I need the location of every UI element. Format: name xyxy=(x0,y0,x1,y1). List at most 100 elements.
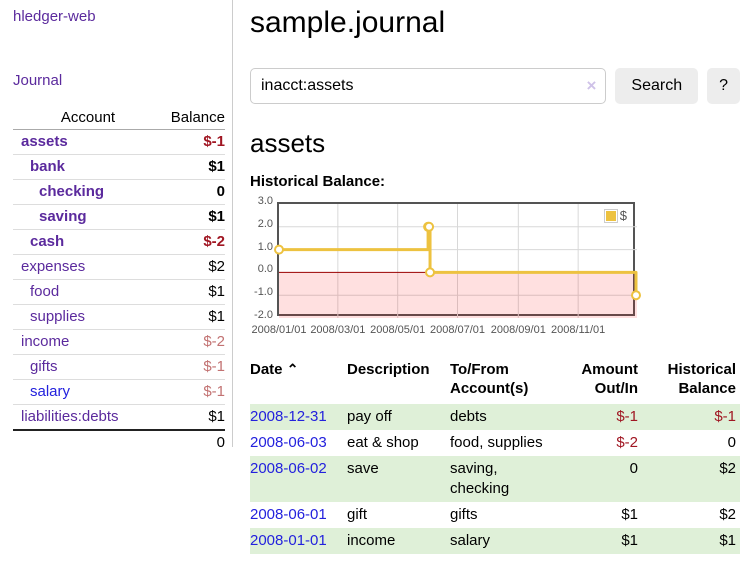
account-link-income[interactable]: income xyxy=(21,333,70,350)
accounts-table: Account Balance assets $-1 bank $1 check… xyxy=(13,106,225,455)
column-date[interactable]: Date ⌃ xyxy=(250,361,299,378)
account-link-assets[interactable]: assets xyxy=(21,133,68,150)
account-row-salary: salary $-1 xyxy=(13,379,225,405)
transaction-accounts: gifts xyxy=(450,506,478,523)
historical-balance-chart: 3.0 2.0 1.0 0.0 -1.0 -2.0 $ 2008/01/01 2008/03… xyxy=(250,195,740,342)
sort-ascending-icon: ⌃ xyxy=(286,361,299,377)
account-link-bank[interactable]: bank xyxy=(30,158,66,175)
transaction-date-link[interactable]: 2008-06-03 xyxy=(250,434,327,451)
register-table: Date ⌃ Description To/From Account(s) Am… xyxy=(250,358,740,554)
accounts-column-balance: Balance xyxy=(163,106,225,130)
y-tick-label: 2.0 xyxy=(257,217,273,230)
account-link-saving[interactable]: saving xyxy=(39,208,87,225)
account-link-expenses[interactable]: expenses xyxy=(21,258,86,275)
account-link-liabilities-debts[interactable]: liabilities:debts xyxy=(21,408,119,425)
column-description: Description xyxy=(347,361,430,378)
page-title: sample.journal xyxy=(250,6,446,39)
search-help-button[interactable]: ? xyxy=(707,68,740,104)
transaction-description: gift xyxy=(347,506,368,523)
account-link-cash[interactable]: cash xyxy=(30,233,65,250)
register-header-row: Date ⌃ Description To/From Account(s) Am… xyxy=(250,358,740,404)
account-balance: $-2 xyxy=(163,329,225,355)
account-row-checking: checking 0 xyxy=(13,179,225,205)
transaction-accounts: food, supplies xyxy=(450,434,543,451)
transaction-amount: $-1 xyxy=(616,408,638,425)
transaction-row[interactable]: 2008-12-31 pay off debts $-1 $-1 xyxy=(250,404,740,430)
account-row-liabilities-debts: liabilities:debts $1 xyxy=(13,405,225,431)
search-input[interactable] xyxy=(250,68,607,104)
accounts-total-value: 0 xyxy=(163,429,225,455)
transaction-balance: $2 xyxy=(719,506,736,523)
transaction-amount: $-2 xyxy=(616,434,638,451)
account-balance: 0 xyxy=(163,179,225,205)
clear-search-icon[interactable]: × xyxy=(586,76,597,95)
account-row-assets: assets $-1 xyxy=(13,129,225,155)
transaction-description: save xyxy=(347,460,379,477)
transaction-description: income xyxy=(347,532,396,549)
transaction-balance: 0 xyxy=(727,434,736,451)
column-historical-balance: Historical Balance xyxy=(667,361,736,397)
transaction-amount: $1 xyxy=(621,506,638,523)
transaction-balance: $1 xyxy=(719,532,736,549)
transaction-balance: $-1 xyxy=(714,408,736,425)
account-row-food: food $1 xyxy=(13,279,225,305)
account-row-expenses: expenses $2 xyxy=(13,254,225,280)
account-balance: $1 xyxy=(208,408,225,425)
accounts-total-row: 0 xyxy=(13,429,225,455)
transaction-amount: 0 xyxy=(629,460,638,477)
account-balance: $1 xyxy=(163,304,225,330)
legend-color-swatch xyxy=(603,208,618,223)
y-tick-label: -1.0 xyxy=(254,286,273,299)
accounts-header-row: Account Balance xyxy=(13,106,225,130)
transaction-description: pay off xyxy=(347,408,392,425)
transaction-row[interactable]: 2008-06-03 eat & shop food, supplies $-2… xyxy=(250,430,740,456)
x-tick-label: 2008/01/01 xyxy=(251,324,307,336)
app-brand-link[interactable]: hledger-web xyxy=(13,8,96,25)
search-button[interactable]: Search xyxy=(615,68,699,104)
account-balance: $1 xyxy=(163,279,225,305)
account-link-salary[interactable]: salary xyxy=(30,383,71,400)
accounts-column-account: Account xyxy=(13,106,163,130)
y-tick-label: -2.0 xyxy=(254,309,273,321)
account-link-gifts[interactable]: gifts xyxy=(30,358,58,375)
account-link-supplies[interactable]: supplies xyxy=(30,308,86,325)
y-tick-label: 3.0 xyxy=(257,195,273,207)
transaction-amount: $1 xyxy=(621,532,638,549)
account-row-gifts: gifts $-1 xyxy=(13,354,225,380)
y-tick-label: 0.0 xyxy=(257,263,273,276)
account-link-food[interactable]: food xyxy=(30,283,60,300)
x-tick-label: 2008/09/01 xyxy=(490,324,546,336)
transaction-accounts: debts xyxy=(450,408,487,425)
transaction-row[interactable]: 2008-06-02 save saving, checking 0 $2 xyxy=(250,456,740,502)
sidebar-item-journal[interactable]: Journal xyxy=(13,72,63,89)
account-row-supplies: supplies $1 xyxy=(13,304,225,330)
account-row-income: income $-2 xyxy=(13,329,225,355)
chart-heading: Historical Balance: xyxy=(250,173,386,190)
chart-canvas xyxy=(274,204,641,318)
account-row-saving: saving $1 xyxy=(13,204,225,230)
account-balance: $-1 xyxy=(163,354,225,380)
transaction-date-link[interactable]: 2008-01-01 xyxy=(250,532,327,549)
account-balance: $-2 xyxy=(163,229,225,255)
x-tick-label: 2008/05/01 xyxy=(370,324,426,336)
transaction-date-link[interactable]: 2008-06-02 xyxy=(250,460,327,477)
transaction-date-link[interactable]: 2008-06-01 xyxy=(250,506,327,523)
legend-label: $ xyxy=(619,208,627,223)
transaction-row[interactable]: 2008-06-01 gift gifts $1 $2 xyxy=(250,502,740,528)
transaction-accounts: saving, checking xyxy=(450,460,510,497)
account-balance: $1 xyxy=(163,204,225,230)
transaction-date-link[interactable]: 2008-12-31 xyxy=(250,408,327,425)
sidebar: hledger-web Journal Account Balance asse… xyxy=(0,0,233,455)
account-row-cash: cash $-2 xyxy=(13,229,225,255)
account-page-title: assets xyxy=(250,128,326,158)
chart-plot-area[interactable]: $ xyxy=(274,202,641,318)
transaction-description: eat & shop xyxy=(347,434,419,451)
account-balance: $-1 xyxy=(163,129,225,155)
transaction-row[interactable]: 2008-01-01 income salary $1 $1 xyxy=(250,528,740,554)
account-link-checking[interactable]: checking xyxy=(39,183,105,200)
x-tick-label: 2008/11/01 xyxy=(551,324,606,336)
column-amount-out-in: Amount Out/In xyxy=(581,361,638,397)
transaction-accounts: salary xyxy=(450,532,491,549)
chart-legend: $ xyxy=(603,208,627,223)
account-balance: $1 xyxy=(163,154,225,180)
